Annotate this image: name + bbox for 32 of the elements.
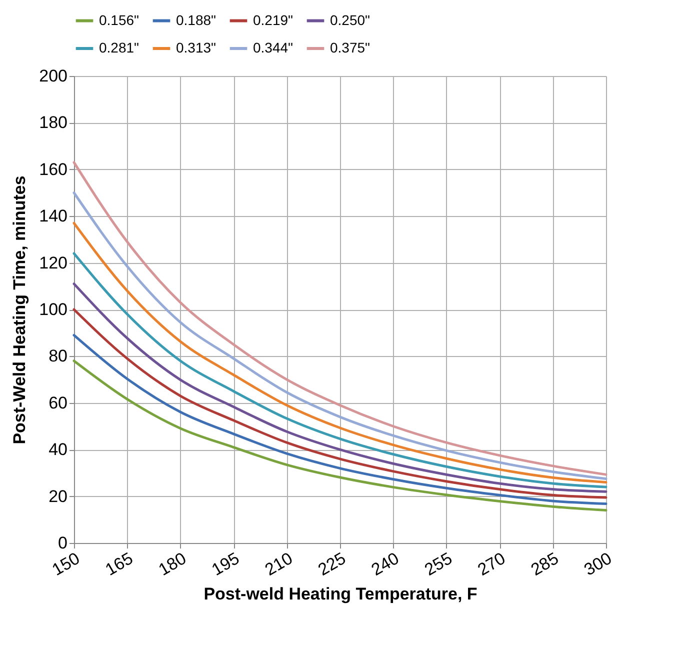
- y-tick-label: 140: [39, 206, 68, 226]
- x-tick-label: 165: [102, 548, 136, 580]
- y-tick-label: 180: [39, 113, 68, 132]
- legend-label: 0.344": [253, 40, 294, 56]
- x-tick-label: 195: [208, 548, 243, 580]
- y-tick-label: 200: [39, 66, 68, 86]
- x-tick-label: 180: [155, 548, 190, 580]
- legend-label: 0.188": [176, 12, 216, 28]
- line-series: [72, 334, 608, 506]
- legend-label: 0.219": [253, 12, 294, 28]
- legend-label: 0.281": [99, 40, 140, 56]
- y-tick-label: 120: [39, 253, 68, 272]
- x-tick-label: 225: [314, 548, 349, 580]
- legend-label: 0.375": [330, 40, 370, 56]
- legend-label: 0.250": [330, 12, 370, 28]
- line-series: [72, 360, 608, 512]
- x-tick-label: 300: [580, 548, 615, 580]
- y-tick-label: 80: [48, 346, 68, 366]
- legend-label: 0.156": [99, 12, 140, 28]
- y-tick-label: 40: [48, 440, 68, 460]
- x-tick-label: 285: [528, 548, 562, 580]
- y-tick-label: 20: [48, 486, 68, 506]
- x-tick-label: 240: [368, 548, 402, 580]
- x-axis-title: Post-weld Heating Temperature, F: [204, 584, 478, 604]
- legend-label: 0.313": [176, 40, 216, 56]
- y-axis-title: Post-Weld Heating Time, minutes: [10, 176, 30, 444]
- x-tick-label: 210: [262, 548, 296, 580]
- y-tick-label: 100: [39, 300, 68, 319]
- x-tick-label: 270: [474, 548, 509, 580]
- x-tick-label: 255: [421, 548, 456, 580]
- y-tick-label: 60: [48, 393, 68, 412]
- y-tick-label: 160: [39, 160, 68, 179]
